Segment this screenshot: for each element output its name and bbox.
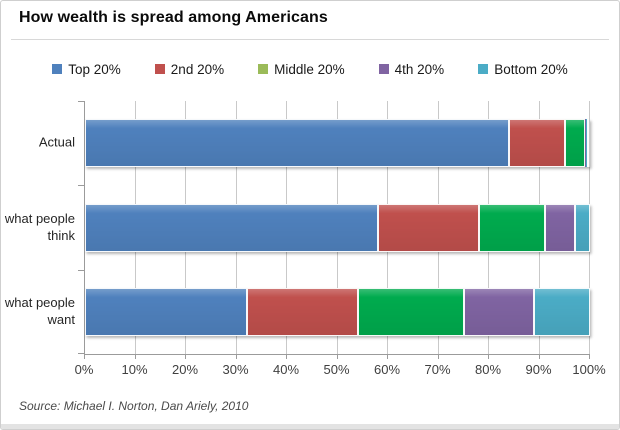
- bar-row-what-people-think: [85, 204, 590, 252]
- bar-segment-bottom-20: [585, 119, 587, 167]
- chart-legend: Top 20% 2nd 20% Middle 20% 4th 20% Bottom 20…: [1, 59, 619, 79]
- x-axis-tick: [538, 354, 540, 359]
- bar-segment-4th-20: [463, 288, 535, 336]
- legend-label: Middle 20%: [274, 61, 345, 77]
- card-bottom-edge: [1, 424, 619, 429]
- x-axis-tick: [185, 354, 186, 359]
- category-label-actual: Actual: [38, 134, 75, 150]
- x-tick-label: 100%: [572, 362, 606, 377]
- x-axis-tick: [387, 354, 388, 359]
- bar-segment-bottom-20: [574, 204, 590, 252]
- x-tick-label: 20%: [171, 362, 199, 377]
- x-axis-tick: [134, 354, 136, 359]
- legend-item-2nd-20: 2nd 20%: [154, 61, 225, 77]
- x-axis-tick: [84, 354, 85, 359]
- legend-swatch-icon: [258, 64, 269, 74]
- x-tick-label: 30%: [222, 362, 249, 377]
- x-tick-label: 10%: [121, 362, 148, 377]
- category-label-what-people-think: what people think: [4, 211, 75, 243]
- bar-segment-middle-20: [357, 288, 464, 336]
- x-axis-tick: [488, 354, 489, 359]
- x-tick-label: 40%: [272, 362, 300, 377]
- y-axis-tick: [78, 270, 84, 271]
- legend-swatch-icon: [378, 64, 389, 74]
- legend-swatch-icon: [478, 64, 489, 74]
- legend-item-top-20: Top 20%: [52, 62, 121, 77]
- legend-label: 4th 20%: [394, 61, 445, 77]
- bar-segment-2nd-20: [246, 288, 358, 336]
- category-label-what-people-want: what people want: [4, 295, 75, 327]
- legend-label: Bottom 20%: [494, 61, 568, 77]
- bar-segment-top-20: [85, 204, 378, 252]
- x-axis-tick: [336, 354, 338, 359]
- legend-item-bottom-20: Bottom 20%: [478, 62, 568, 77]
- bar-row-actual: [85, 119, 590, 167]
- x-tick-label: 50%: [323, 362, 350, 377]
- bar-segment-top-20: [85, 288, 247, 336]
- x-tick-label: 70%: [424, 362, 451, 377]
- bar-segment-2nd-20: [509, 119, 565, 167]
- bar-segment-middle-20: [564, 119, 585, 167]
- bar-segment-top-20: [85, 119, 510, 167]
- bar-row-what-people-want: [85, 288, 590, 336]
- bar-segment-bottom-20: [534, 288, 590, 336]
- x-tick-label: 0%: [74, 362, 94, 377]
- bar-segment-4th-20: [584, 119, 586, 167]
- x-axis-tick: [286, 354, 287, 359]
- bar-segment-2nd-20: [377, 204, 479, 252]
- x-tick-label: 80%: [474, 362, 502, 377]
- legend-swatch-icon: [52, 64, 63, 74]
- legend-label: 2nd 20%: [170, 61, 225, 77]
- x-tick-label: 90%: [525, 362, 552, 377]
- x-axis-tick: [437, 354, 439, 359]
- stacked-bar-chart: 0% 10% 20% 30% 40% 50% 60% 70% 80% 90% 100% Actual w…: [1, 101, 619, 386]
- legend-label: Top 20%: [68, 61, 121, 77]
- bar-segment-4th-20: [544, 204, 575, 252]
- y-axis-tick: [78, 185, 84, 186]
- y-axis-tick: [78, 101, 84, 102]
- legend-swatch-icon: [154, 64, 165, 74]
- bar-segment-middle-20: [478, 204, 545, 252]
- y-axis-tick: [78, 353, 84, 354]
- x-tick-label: 60%: [373, 362, 401, 377]
- legend-item-4th-20: 4th 20%: [378, 61, 445, 77]
- legend-item-middle-20: Middle 20%: [258, 62, 345, 77]
- x-axis-tick: [589, 354, 590, 359]
- x-axis-tick: [235, 354, 237, 359]
- title-divider: [11, 39, 609, 40]
- page-title: How wealth is spread among Americans: [19, 9, 328, 26]
- plot-area: [78, 101, 590, 359]
- source-note: Source: Michael I. Norton, Dan Ariely, 2…: [19, 399, 249, 413]
